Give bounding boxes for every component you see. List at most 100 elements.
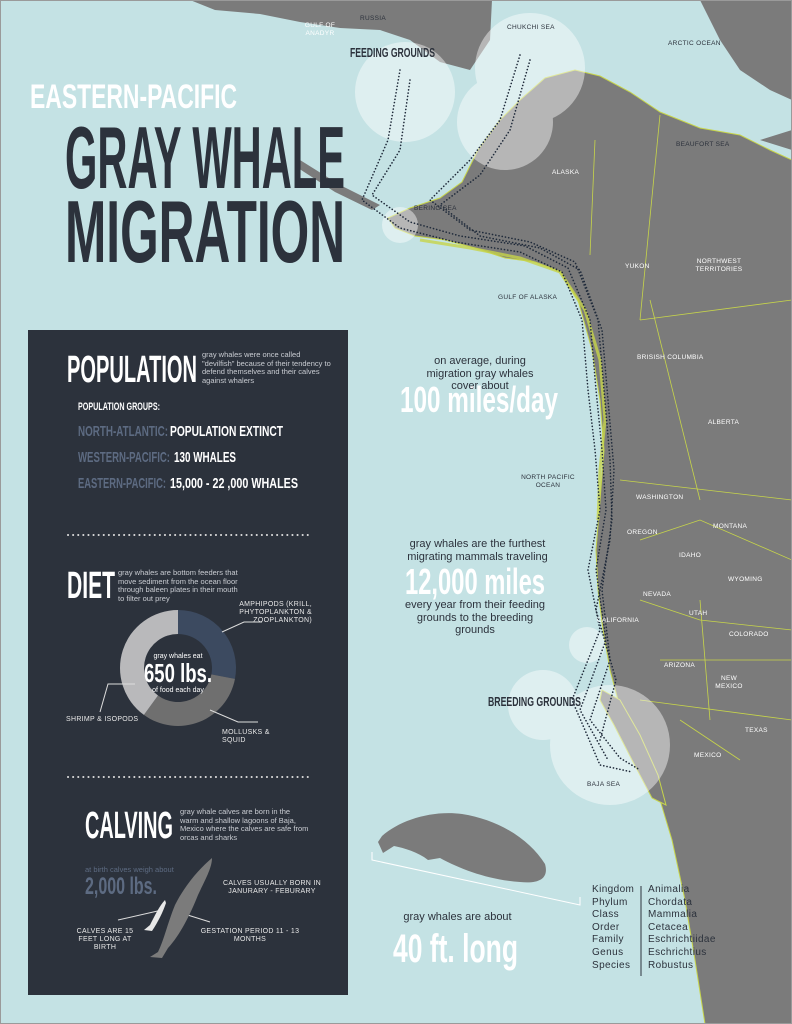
map-label: UTAH	[689, 610, 708, 617]
taxon-name: Mammalia	[648, 909, 698, 921]
route	[428, 54, 641, 771]
section-title: POPULATION	[67, 349, 197, 391]
map-label: NORTHWEST TERRITORIES	[695, 258, 743, 273]
map-label: ARIZONA	[664, 662, 695, 669]
title-line: GRAY WHALE	[65, 108, 345, 207]
section-description: gray whales are bottom feeders that move…	[118, 568, 238, 603]
feeding-circle	[475, 13, 585, 123]
group-value: 15,000 - 22 ,000 WHALES	[170, 475, 298, 492]
land-aleutians	[298, 160, 380, 210]
taxon-rank: Order	[592, 921, 620, 933]
feeding-circle	[457, 74, 553, 170]
taxon-rank: Phylum	[592, 896, 628, 908]
land-russia	[190, 0, 492, 70]
breeding-label: BREEDING GROUNDS	[488, 694, 581, 709]
center-intro: gray whales eat	[153, 653, 202, 660]
migration-routes	[361, 54, 641, 773]
map-label: ARCTIC OCEAN	[668, 40, 721, 47]
route	[361, 69, 633, 773]
route	[438, 59, 617, 741]
donut-label: AMPHIPODS (KRILL, PHYTOPLANKTON & ZOOPLA…	[239, 601, 312, 625]
mother-whale	[150, 858, 212, 958]
weight-value: 2,000 lbs.	[85, 873, 157, 900]
groups-heading: POPULATION GROUPS:	[78, 401, 160, 413]
map-label: MONTANA	[713, 523, 748, 530]
map-label: CALIFORNIA	[597, 617, 640, 624]
donut-segment	[143, 674, 235, 726]
center-outro: of food each day	[152, 687, 204, 694]
map-label: MEXICO	[694, 752, 722, 759]
land-north-america	[387, 69, 792, 1024]
fact-intro: on average, during migration gray whales…	[426, 355, 534, 393]
group-value: 130 WHALES	[174, 449, 236, 466]
map-label: BRISISH COLUMBIA	[637, 354, 704, 361]
map-label: WASHINGTON	[636, 494, 684, 501]
fact-value: 12,000 miles	[405, 561, 545, 602]
taxon-name: Animalia	[648, 884, 690, 895]
group-name: WESTERN-PACIFIC:	[78, 449, 170, 466]
section-description: gray whale calves are born in the warm a…	[180, 807, 309, 842]
map-label: ALBERTA	[708, 419, 740, 426]
feeding-circle	[355, 42, 455, 142]
scale-line	[371, 852, 581, 906]
donut-chart	[120, 610, 236, 726]
section-title: CALVING	[85, 805, 173, 847]
fact-value: 100 miles/day	[400, 379, 558, 420]
group-value: POPULATION EXTINCT	[170, 423, 283, 440]
group-name: NORTH-ATLANTIC:	[78, 423, 168, 440]
group-name: EASTERN-PACIFIC:	[78, 475, 166, 492]
whale-silhouette	[378, 813, 546, 883]
calving-note: GESTATION PERIOD 11 - 13 MONTHS	[200, 928, 300, 944]
map-label: BERING SEA	[414, 205, 457, 212]
donut-label: MOLLUSKS & SQUID	[222, 729, 270, 745]
taxon-name: Eschrichtiidae	[648, 934, 716, 946]
land-arctic-islands	[700, 0, 792, 150]
taxon-name: Eschrichtius	[648, 947, 707, 958]
map-label: CHUKCHI SEA	[507, 24, 555, 31]
fact-intro: gray whales are the furthest migrating m…	[407, 538, 548, 563]
section-description: gray whales were once called "devilfish"…	[202, 350, 331, 385]
map-label: RUSSIA	[360, 15, 387, 22]
map-label: IDAHO	[679, 552, 702, 559]
eyebrow: EASTERN-PACIFIC	[30, 78, 237, 116]
calving-whales	[144, 858, 212, 958]
feeding-label: FEEDING GROUNDS	[350, 45, 435, 60]
fact-value: 40 ft. long	[393, 927, 518, 971]
fact-intro: gray whales are about	[403, 911, 512, 923]
map-label: ALASKA	[552, 169, 580, 176]
taxon-name: Robustus	[648, 959, 694, 971]
leader	[221, 621, 262, 633]
land-baja	[599, 689, 667, 806]
map-label: COLORADO	[729, 631, 769, 638]
map-label: WYOMING	[728, 576, 763, 583]
donut-segment	[178, 610, 236, 679]
borders	[419, 114, 792, 761]
taxon-rank: Class	[592, 909, 620, 921]
map-label: NEVADA	[643, 591, 672, 598]
taxon-rank: Species	[592, 959, 631, 971]
taxon-rank: Family	[592, 934, 624, 946]
breeding-circle	[569, 627, 605, 663]
calf-whale	[144, 900, 166, 931]
weight-intro: at birth calves weigh about	[85, 865, 175, 874]
map-label: BEAUFORT SEA	[676, 141, 730, 148]
calving-note: CALVES ARE 15 FEET LONG AT BIRTH	[76, 928, 134, 952]
taxon-name: Chordata	[648, 896, 693, 908]
leader	[99, 683, 135, 713]
calving-note: CALVES USUALLY BORN IN JANURARY - FEBURA…	[222, 880, 322, 896]
taxon-rank: Kingdom	[592, 884, 635, 895]
title-line: MIGRATION	[65, 182, 345, 281]
map-label: BAJA SEA	[587, 781, 621, 788]
map-label: YUKON	[625, 263, 650, 270]
map-label: NORTH PACIFIC OCEAN	[521, 474, 575, 489]
map-label: TEXAS	[745, 727, 768, 734]
map-label: NEW MEXICO	[715, 675, 743, 690]
fact-outro: every year from their feeding grounds to…	[404, 599, 545, 637]
donut-segment	[120, 610, 178, 715]
breeding-circle	[508, 670, 578, 740]
coast-glow	[419, 238, 607, 521]
center-value: 650 lbs.	[144, 658, 212, 688]
